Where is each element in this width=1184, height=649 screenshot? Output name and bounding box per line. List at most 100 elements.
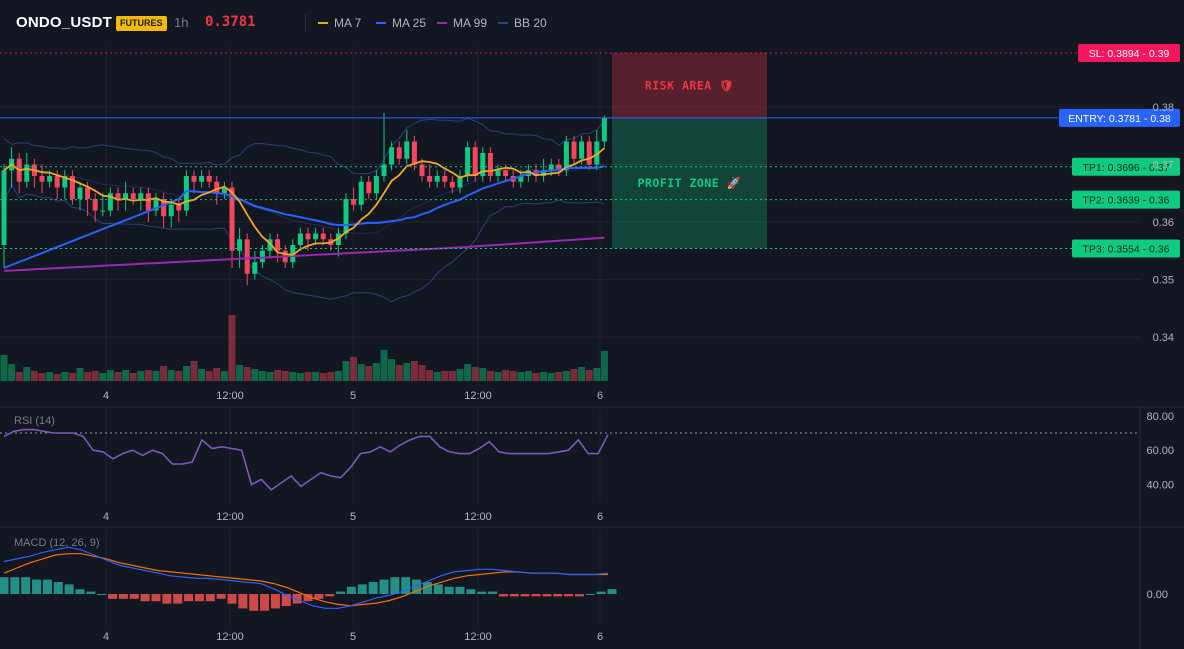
volume-bar xyxy=(122,370,130,381)
x-tick-macd: 12:00 xyxy=(216,631,244,643)
candle-body xyxy=(449,181,455,188)
candle-body xyxy=(351,199,357,205)
macd-histogram-bar xyxy=(118,594,128,599)
macd-histogram-bar xyxy=(336,591,346,594)
macd-histogram-bar xyxy=(194,594,204,602)
x-tick-rsi: 12:00 xyxy=(464,511,492,523)
macd-histogram-bar xyxy=(184,594,194,602)
candle-body xyxy=(579,141,585,159)
macd-histogram-bar xyxy=(401,577,411,594)
rsi-tick-label: 40.00 xyxy=(1146,480,1174,492)
candle-body xyxy=(465,147,471,176)
macd-histogram-bar xyxy=(357,584,367,594)
candle-body xyxy=(480,153,486,176)
macd-histogram-bar xyxy=(216,594,226,599)
candle-body xyxy=(39,176,45,182)
volume-bar xyxy=(23,367,31,381)
candles[interactable] xyxy=(1,112,607,286)
volume-bar xyxy=(555,372,563,381)
macd-histogram-bar xyxy=(509,594,519,597)
candle-body xyxy=(472,147,478,176)
candle-body xyxy=(594,141,600,165)
candle-body xyxy=(495,170,501,176)
macd-histogram-bar xyxy=(325,594,335,597)
candle-body xyxy=(404,141,410,159)
candle-body xyxy=(115,193,121,199)
candle-body xyxy=(199,176,205,182)
macd-histogram-bar xyxy=(97,594,107,595)
volume-bar xyxy=(236,365,244,381)
symbol-title[interactable]: ONDO_USDT xyxy=(16,14,112,31)
level-label-sl: SL: 0.3894 - 0.39 xyxy=(1089,48,1170,60)
volume-bar xyxy=(441,371,449,381)
macd-histogram-bar xyxy=(379,579,389,594)
rsi-line xyxy=(3,428,609,491)
axes: 0.38 0.37 0.36 0.35 0.34 4 4 4 12:00 12:00 12:00 5 5… xyxy=(103,102,1174,643)
volume-bar xyxy=(243,367,251,381)
bb20-swatch-icon xyxy=(498,21,508,24)
price-tick-label: 0.37 xyxy=(1153,160,1174,172)
x-tick-macd: 4 xyxy=(103,631,109,643)
x-tick-rsi: 5 xyxy=(350,511,356,523)
candle-body xyxy=(320,233,326,240)
last-price: 0.3781 xyxy=(205,14,256,30)
volume-bar xyxy=(532,373,540,381)
macd-histogram-bar xyxy=(129,594,139,599)
candle-body xyxy=(419,164,425,176)
volume-bar xyxy=(258,371,266,381)
candle-body xyxy=(427,176,433,182)
macd-histogram-bar xyxy=(596,591,606,594)
volume-bar xyxy=(46,372,54,381)
price-tick-label: 0.35 xyxy=(1153,275,1174,287)
candle-body xyxy=(69,176,75,199)
volume-bar xyxy=(547,373,555,381)
volume-bar xyxy=(479,368,487,381)
volume-bar xyxy=(388,359,396,381)
candle-body xyxy=(153,199,159,211)
macd-histogram-bar xyxy=(455,586,465,594)
candle-body xyxy=(503,170,509,176)
price-tick-label: 0.38 xyxy=(1153,102,1174,114)
legend-bb20[interactable]: BB 20 xyxy=(498,16,547,30)
candle-body xyxy=(358,181,364,205)
volume-bar xyxy=(600,351,608,381)
candle-body xyxy=(571,141,577,159)
legend-ma7[interactable]: MA 7 xyxy=(318,16,361,30)
volume-bar xyxy=(8,364,16,381)
candle-body xyxy=(77,187,83,199)
timeframe-label[interactable]: 1h xyxy=(174,15,189,30)
candle-body xyxy=(343,199,349,234)
candle-body xyxy=(305,233,311,240)
profit-zone xyxy=(612,117,767,249)
macd-histogram-bar xyxy=(249,594,259,611)
x-tick-main: 12:00 xyxy=(464,390,492,402)
x-tick-main: 5 xyxy=(350,390,356,402)
legend-ma99-label: MA 99 xyxy=(453,16,488,30)
volume-bar xyxy=(274,370,282,381)
volume-bar xyxy=(0,355,8,381)
volume-bar xyxy=(395,365,403,381)
x-tick-main: 12:00 xyxy=(216,390,244,402)
volume-bar xyxy=(464,364,472,381)
volume-bar xyxy=(91,371,99,381)
price-tick-label: 0.36 xyxy=(1153,217,1174,229)
candle-body xyxy=(518,176,524,182)
volume-bar xyxy=(266,372,274,381)
candle-body xyxy=(229,187,235,251)
legend-ma99[interactable]: MA 99 xyxy=(437,16,487,30)
ma99-swatch-icon xyxy=(437,21,447,24)
legend-ma25[interactable]: MA 25 xyxy=(376,16,426,30)
candle-body xyxy=(548,164,554,171)
candle-body xyxy=(214,181,220,194)
candle-body xyxy=(107,193,113,211)
moving-averages xyxy=(3,147,605,272)
candle-body xyxy=(221,187,227,194)
macd-signal-line xyxy=(3,553,608,607)
macd-histogram-bar xyxy=(390,577,400,594)
macd-histogram-bar xyxy=(108,594,118,599)
candle-body xyxy=(54,176,60,188)
volume-bar xyxy=(190,361,198,381)
macd-histogram-bar xyxy=(585,594,595,595)
rsi-tick-label: 80.00 xyxy=(1146,411,1174,423)
